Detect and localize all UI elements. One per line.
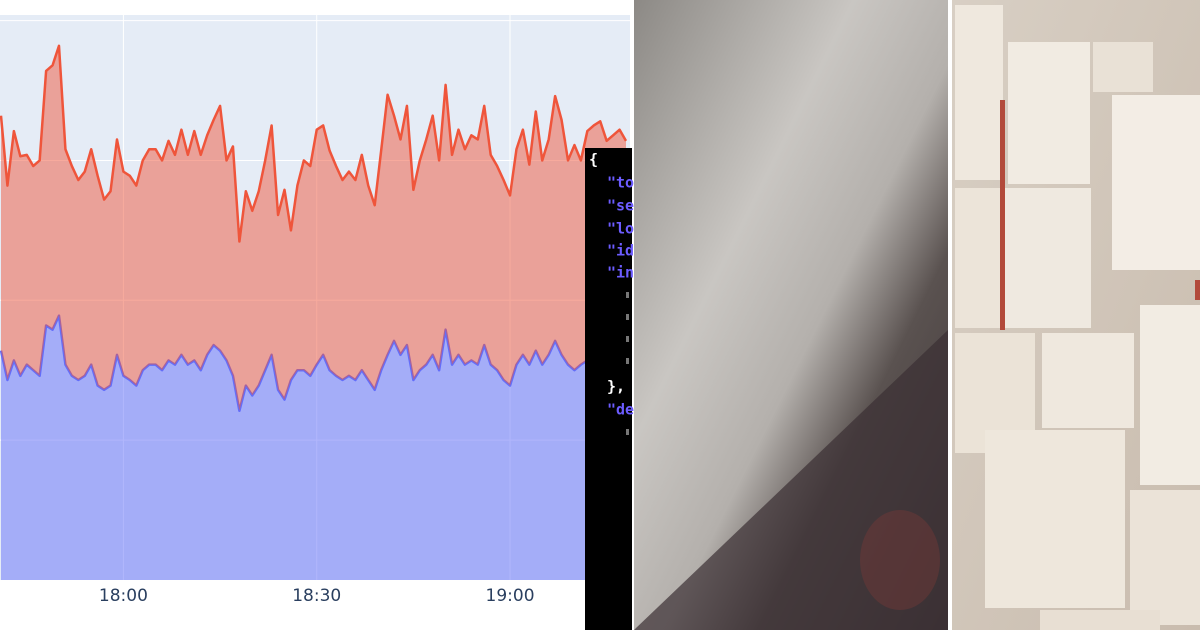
page-shape <box>1140 305 1200 485</box>
page-shape <box>985 430 1125 608</box>
blurred-photo <box>634 0 948 630</box>
page-shape <box>1130 490 1200 625</box>
page-shape <box>1093 42 1153 92</box>
x-axis: 18:00 18:30 19:00 <box>99 586 535 606</box>
page-shape <box>1112 95 1200 270</box>
areas <box>0 44 628 580</box>
code-line: "to <box>607 174 634 192</box>
page-edge <box>1000 100 1005 330</box>
page-shape <box>1042 333 1134 428</box>
page-edge <box>1195 280 1200 300</box>
page-shape <box>1008 42 1090 184</box>
code-line: { <box>589 151 598 169</box>
books-photo <box>952 0 1200 630</box>
area <box>1 315 626 580</box>
code-line: "lo <box>607 220 634 238</box>
chart: 18:00 18:30 19:00 <box>0 15 630 606</box>
code-background <box>585 148 632 630</box>
photo-shadow <box>634 330 948 630</box>
area <box>1 45 626 411</box>
code-fragment <box>626 336 629 342</box>
x-tick-label: 19:00 <box>486 586 535 606</box>
code-fragment <box>626 314 629 320</box>
code-fragment <box>626 292 629 298</box>
page-shape <box>1040 610 1160 630</box>
code-line: "id <box>607 242 634 260</box>
code-panel: { "to "se "lo "id "in }, "de <box>585 148 634 630</box>
page-shape <box>955 5 1003 180</box>
code-line: "se <box>607 197 634 215</box>
x-tick-label: 18:00 <box>99 586 148 606</box>
code-line: "in <box>607 264 634 282</box>
page-shape <box>955 188 1000 328</box>
line <box>0 44 628 243</box>
page-shape <box>1005 188 1091 328</box>
code-fragment <box>626 429 629 435</box>
x-tick-label: 18:30 <box>292 586 341 606</box>
code-line: }, <box>607 378 625 396</box>
code-fragment <box>626 358 629 364</box>
code-line: "de <box>607 401 634 419</box>
photo-blur <box>860 510 940 610</box>
